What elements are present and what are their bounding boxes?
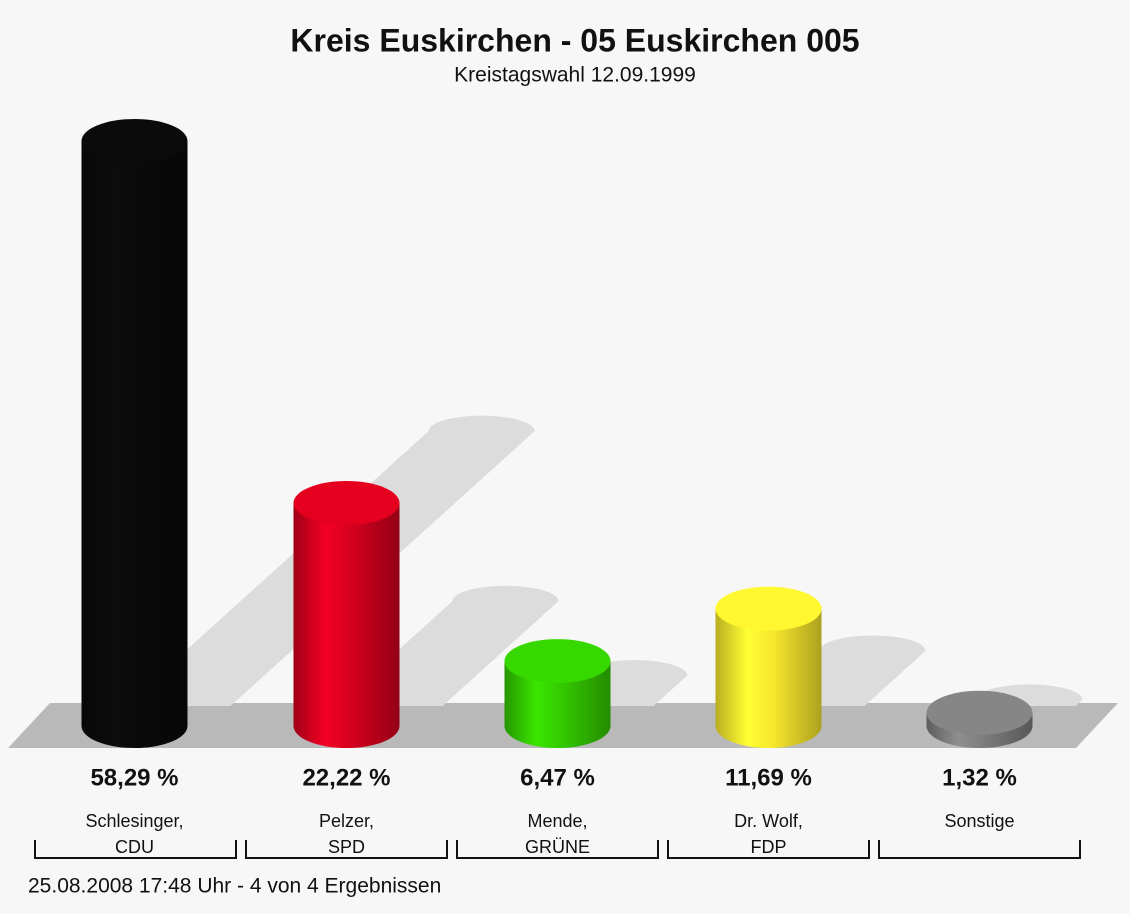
value-label: 22,22 % [302, 764, 390, 791]
category-label: Sonstige [944, 811, 1014, 831]
category-bracket [34, 840, 237, 859]
category-bracket [456, 840, 659, 859]
bar [293, 502, 400, 748]
chart-subtitle: Kreistagswahl 12.09.1999 [454, 64, 696, 87]
bar-cap [81, 119, 188, 163]
value-label: 58,29 % [90, 764, 178, 791]
bar-cap [293, 480, 400, 525]
bar [715, 608, 822, 748]
category-label: FDP [751, 837, 787, 857]
bar [81, 141, 188, 748]
category-label: CDU [115, 837, 154, 857]
value-label: 1,32 % [942, 764, 1017, 791]
value-label: 11,69 % [725, 764, 812, 791]
bar-cap [715, 586, 822, 631]
category-label: Dr. Wolf, [734, 811, 803, 831]
category-label: Mende, [527, 811, 587, 831]
bar [504, 661, 611, 748]
category-label: Pelzer, [319, 811, 374, 831]
chart-title: Kreis Euskirchen - 05 Euskirchen 005 [290, 22, 859, 58]
category-bracket [667, 840, 870, 859]
category-label: Schlesinger, [85, 811, 183, 831]
value-label: 6,47 % [520, 764, 595, 791]
bar-cap [926, 690, 1033, 735]
bar-cap [504, 639, 611, 684]
category-bracket [245, 840, 448, 859]
footer: 25.08.2008 17:48 Uhr - 4 von 4 Ergebniss… [28, 875, 441, 898]
category-label: GRÜNE [525, 837, 590, 857]
category-bracket [878, 840, 1081, 859]
category-label: SPD [328, 837, 365, 857]
